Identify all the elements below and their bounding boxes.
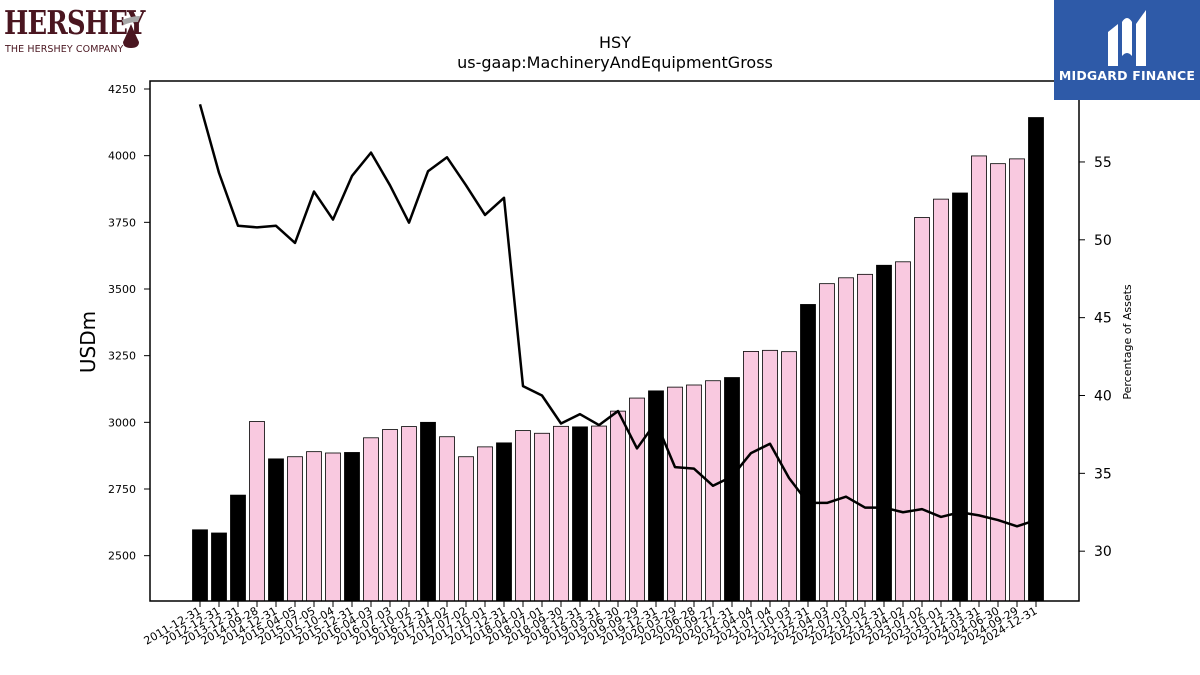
bars-group — [192, 117, 1044, 602]
series-line — [198, 104, 1037, 528]
y-tick-label: 2500 — [108, 550, 136, 563]
chart-subtitle: us-gaap:MachineryAndEquipmentGross — [457, 53, 773, 72]
bar — [952, 192, 968, 602]
y-tick-label: 3250 — [108, 350, 136, 363]
bar — [287, 456, 303, 602]
bar — [1009, 158, 1025, 602]
bar — [914, 217, 930, 602]
bar — [933, 198, 949, 602]
line-group — [198, 104, 1037, 528]
y2-tick-label: 40 — [1094, 388, 1112, 404]
bar — [876, 264, 892, 602]
y-tick-label: 3000 — [108, 416, 136, 429]
bar — [363, 437, 379, 602]
y-tick-label: 2750 — [108, 483, 136, 496]
bar — [534, 432, 550, 602]
bar — [211, 532, 227, 602]
bar — [230, 494, 246, 602]
hershey-logo-subtitle: THE HERSHEY COMPANY — [5, 44, 124, 55]
bar — [591, 425, 607, 602]
plot-frame — [149, 80, 1080, 602]
bar — [572, 426, 588, 602]
bar — [1028, 117, 1044, 602]
bar — [496, 442, 512, 602]
bar — [420, 421, 436, 602]
bar — [192, 529, 208, 602]
y-tick-label: 4250 — [108, 83, 136, 96]
bar — [629, 397, 645, 602]
bar — [743, 350, 759, 602]
hershey-logo-word: HERSHEY — [4, 3, 146, 42]
bar — [344, 452, 360, 602]
bar — [268, 458, 284, 602]
y-tick-label: 3500 — [108, 283, 136, 296]
bar — [838, 277, 854, 602]
midgard-mark-icon — [1108, 10, 1146, 66]
y-axis-label: USDm — [76, 311, 100, 373]
y2-tick-label: 55 — [1094, 155, 1112, 171]
y2-axis-label: Percentage of Assets — [1121, 284, 1134, 400]
y-tick-label: 3750 — [108, 216, 136, 229]
y2-tick-label: 45 — [1094, 311, 1112, 327]
bar — [819, 283, 835, 602]
y-tick-label: 4000 — [108, 150, 136, 163]
bar — [477, 446, 493, 602]
bar — [686, 384, 702, 602]
bar — [667, 386, 683, 602]
y2-tick-label: 30 — [1094, 544, 1112, 560]
bar — [895, 261, 911, 602]
bar — [800, 304, 816, 602]
midgard-logo: MIDGARD FINANCE — [1054, 0, 1200, 100]
bar — [762, 349, 778, 602]
bar — [325, 452, 341, 602]
bar — [401, 426, 417, 602]
bar — [724, 377, 740, 602]
hershey-logo: HERSHEY THE HERSHEY COMPANY — [4, 3, 146, 56]
bar — [382, 429, 398, 602]
bar — [857, 273, 873, 602]
chart-title: HSY — [599, 33, 631, 52]
kiss-icon — [122, 16, 140, 48]
bar — [705, 380, 721, 602]
bar — [553, 425, 569, 602]
y2-tick-label: 50 — [1094, 233, 1112, 249]
midgard-logo-text: MIDGARD FINANCE — [1058, 68, 1196, 83]
bar — [990, 163, 1006, 602]
y2-tick-label: 35 — [1094, 466, 1112, 482]
bar — [515, 430, 531, 602]
bar — [458, 456, 474, 602]
bar — [249, 421, 265, 602]
bar — [439, 436, 455, 602]
bar — [971, 155, 987, 602]
bar — [306, 451, 322, 602]
bar — [610, 410, 626, 602]
